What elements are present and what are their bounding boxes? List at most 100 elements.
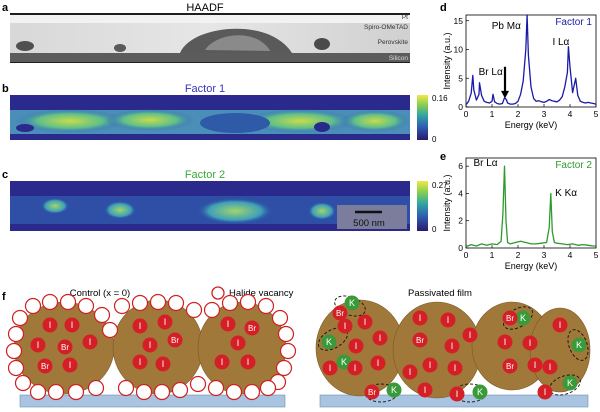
grain	[392, 301, 482, 399]
spectrum-point	[569, 66, 571, 68]
factor2-colorbar	[417, 181, 428, 231]
spectrum-point	[502, 103, 503, 104]
ion-icon	[364, 384, 380, 400]
x-tick-label: 5	[594, 109, 599, 119]
spectrum-point	[502, 213, 504, 215]
plot-frame	[465, 14, 597, 108]
spectrum-point	[572, 243, 573, 245]
spectrum-point	[526, 14, 528, 16]
k-ion-label: K	[326, 337, 332, 347]
vacancy-icon	[221, 294, 239, 312]
ion-label: I	[451, 341, 454, 351]
spectrum-point	[496, 244, 498, 245]
spectrum-point	[564, 86, 566, 88]
spectrum-point	[530, 86, 532, 88]
ion-icon	[37, 358, 53, 374]
ion-label: I	[344, 321, 347, 331]
vacancy-icon	[131, 294, 149, 312]
spectrum-point	[546, 242, 547, 243]
ion-icon	[214, 354, 230, 370]
ion-icon	[422, 357, 438, 373]
spectrum-point	[548, 227, 550, 228]
y-tick-label: 15	[454, 16, 464, 26]
void-3	[314, 38, 330, 50]
spectrum-point	[595, 103, 597, 105]
vacancy-icon	[41, 293, 59, 311]
ion-icon	[372, 330, 388, 346]
ion-icon	[142, 337, 158, 353]
ion-icon	[347, 360, 363, 376]
x-tick-label: 5	[594, 250, 599, 260]
ion-icon	[132, 318, 148, 334]
ion-icon	[447, 360, 463, 376]
factor2-region-3	[308, 202, 336, 220]
ion-label: Br	[506, 314, 514, 323]
ion-label: I	[89, 337, 92, 347]
ion-label: I	[447, 315, 450, 325]
spectrum-point	[507, 242, 508, 243]
k-ion-label: K	[477, 387, 483, 397]
panel-d-letter: d	[440, 2, 447, 14]
spectrum-point	[550, 193, 552, 194]
spectrum-point	[479, 82, 480, 84]
ion-label: I	[534, 360, 537, 370]
vacancy-icon	[189, 375, 207, 393]
k-ion-icon	[386, 382, 402, 398]
spectrum-point	[546, 100, 547, 102]
ion-icon	[527, 357, 543, 373]
ion-icon	[502, 358, 518, 374]
spectrum-point	[465, 246, 467, 247]
spectrum-point	[541, 242, 542, 244]
spectrum-point	[572, 92, 573, 93]
spectrum-point	[593, 103, 594, 104]
spectrum-series-line	[465, 165, 596, 248]
spectrum-point	[577, 95, 579, 96]
ion-label: I	[364, 317, 367, 327]
ion-label: I	[221, 357, 224, 367]
ion-label: I	[379, 333, 382, 343]
spectrum-point	[491, 243, 493, 245]
vacancy-icon	[171, 381, 189, 399]
ion-icon	[57, 339, 73, 355]
y-tick-label: 6	[458, 161, 463, 171]
vacancy-icon	[14, 374, 32, 392]
ion-icon	[64, 317, 80, 333]
vacancy-icon	[24, 297, 42, 315]
spectrum-point	[577, 244, 579, 246]
vacancy-icon	[67, 383, 85, 401]
spectrum-point	[500, 240, 502, 242]
panel-f-letter: f	[2, 291, 6, 303]
spectrum-point	[483, 100, 485, 102]
layer-label-perovskite: Perovskite	[378, 39, 409, 46]
ion-label: I	[529, 338, 532, 348]
legend-vacancy-icon	[211, 286, 225, 300]
spectrum-point	[559, 99, 560, 101]
spectrum-point	[509, 103, 511, 105]
ion-label: I	[139, 321, 142, 331]
factor1-void-1	[16, 124, 34, 132]
spectrum-point	[535, 243, 537, 245]
ion-label: I	[139, 357, 142, 367]
factor2-cbar-min: 0	[432, 225, 437, 234]
spectrum-point	[489, 102, 490, 104]
ion-label: Br	[336, 309, 344, 318]
ion-label: I	[544, 387, 547, 397]
ion-label: I	[354, 363, 357, 373]
x-tick-label: 1	[490, 109, 495, 119]
ion-label: I	[71, 320, 74, 330]
spectrum-point	[580, 100, 581, 102]
k-ion-label: K	[391, 385, 397, 395]
spectrum-point	[595, 245, 597, 247]
panel-f: f Control (x = 0) Halide vacancy Passiva…	[2, 286, 591, 408]
factor1-map-title: Factor 1	[185, 83, 225, 95]
vacancy-icon	[185, 301, 203, 319]
spectrum-point	[554, 100, 555, 102]
ion-icon	[230, 335, 246, 351]
spectrum-point	[590, 102, 592, 104]
ion-label: I	[227, 319, 230, 329]
y-axis-label: Intensity (a.u.)	[442, 32, 452, 89]
y-tick-label: 10	[454, 45, 464, 55]
ion-icon	[444, 338, 460, 354]
annotation-br-l: Br Lα	[479, 67, 503, 78]
factor1-grain	[200, 113, 270, 133]
